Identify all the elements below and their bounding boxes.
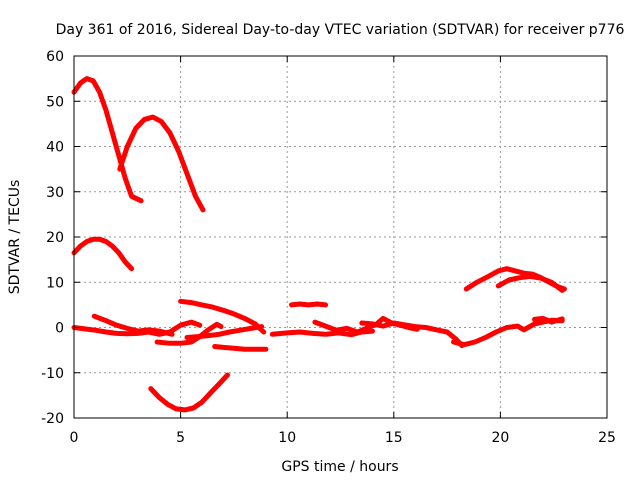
series-arc-5 xyxy=(91,313,175,337)
y-tick-label: 50 xyxy=(46,94,64,110)
chart-title: Day 361 of 2016, Sidereal Day-to-day VTE… xyxy=(56,22,625,38)
x-tick-label: 0 xyxy=(70,430,79,446)
series-arc-14 xyxy=(359,320,465,349)
series-arc-16 xyxy=(532,315,565,325)
series-arc-7 xyxy=(178,298,267,335)
y-tick-label: 0 xyxy=(55,321,64,337)
y-tick-label: -10 xyxy=(41,366,64,382)
x-tick-label: 10 xyxy=(278,430,296,446)
data-series xyxy=(71,76,567,413)
series-arc-2 xyxy=(117,114,206,213)
x-tick-label: 5 xyxy=(176,430,185,446)
series-arc-15 xyxy=(451,317,565,348)
y-tick-label: -20 xyxy=(41,411,64,427)
y-tick-label: 60 xyxy=(46,49,64,65)
y-tick-label: 40 xyxy=(46,140,64,156)
series-arc-1 xyxy=(71,76,144,204)
y-tick-label: 10 xyxy=(46,275,64,291)
x-tick-label: 20 xyxy=(491,430,509,446)
grid xyxy=(74,56,607,418)
series-arc-3 xyxy=(71,236,135,272)
series-arc-9 xyxy=(212,344,269,352)
series-arc-6 xyxy=(154,321,224,346)
series-arc-12 xyxy=(289,301,329,308)
y-tick-label: 30 xyxy=(46,185,64,201)
x-axis-label: GPS time / hours xyxy=(281,459,398,475)
series-arc-18 xyxy=(495,273,565,293)
series-arc-10 xyxy=(148,372,230,413)
x-tick-label: 25 xyxy=(598,430,616,446)
y-tick-label: 20 xyxy=(46,230,64,246)
y-axis-label: SDTVAR / TECUs xyxy=(7,180,23,295)
series-arc-8 xyxy=(184,324,265,340)
ticks: 0 5 10 15 20 25 -20 -10 0 10 20 30 40 50 60 xyxy=(41,49,616,446)
x-tick-label: 15 xyxy=(385,430,403,446)
